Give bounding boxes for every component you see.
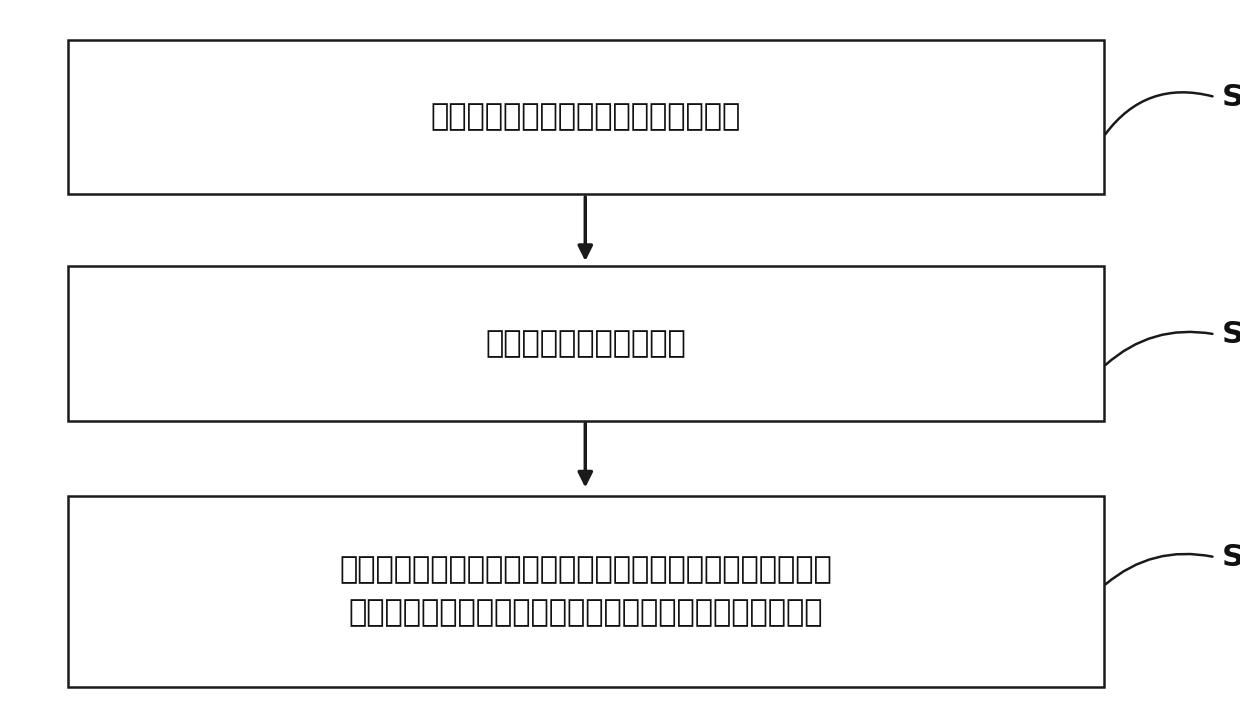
Text: 获取预设文本化编程变量: 获取预设文本化编程变量 [486, 329, 686, 358]
Text: 获取预设顺序功能图的动作限制功能块: 获取预设顺序功能图的动作限制功能块 [430, 102, 742, 132]
Bar [68, 496, 1104, 687]
Bar [68, 40, 1104, 194]
Text: 根据预设转换条件，修改预设文本化编程变量的赋值，调用动
作限制功能块在文本编程语言中实现顺序功能图动作的功能: 根据预设转换条件，修改预设文本化编程变量的赋值，调用动 作限制功能块在文本编程语… [340, 556, 832, 627]
Text: S200: S200 [1221, 83, 1240, 111]
Text: S400: S400 [1221, 320, 1240, 349]
Bar [68, 266, 1104, 421]
Text: S600: S600 [1221, 543, 1240, 572]
